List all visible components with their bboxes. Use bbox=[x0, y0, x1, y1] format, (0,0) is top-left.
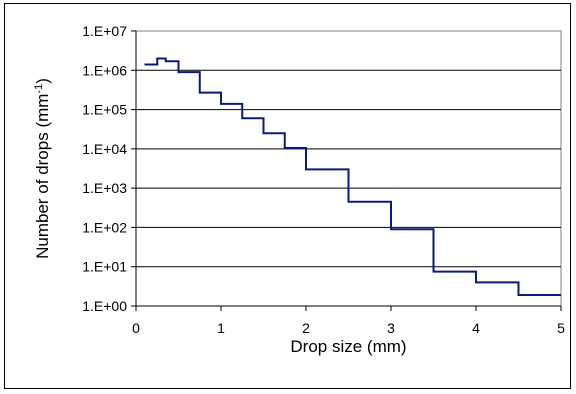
y-tick-label: 1.E+04 bbox=[82, 141, 127, 157]
x-tick-label: 5 bbox=[557, 320, 565, 336]
y-tick-label: 1.E+00 bbox=[82, 298, 127, 314]
x-axis-title: Drop size (mm) bbox=[290, 337, 406, 356]
chart-frame: 1.E+00 1.E+01 1.E+02 1.E+03 1.E+04 1.E+05 1.E+… bbox=[4, 3, 571, 389]
x-tick-label: 4 bbox=[472, 320, 480, 336]
x-tick-label: 3 bbox=[387, 320, 395, 336]
gridlines bbox=[136, 69, 561, 268]
y-tick-label: 1.E+07 bbox=[82, 23, 127, 39]
series-step-line bbox=[144, 57, 561, 297]
x-tick-label: 0 bbox=[132, 320, 140, 336]
y-tick-label: 1.E+05 bbox=[82, 102, 127, 118]
y-tick-label: 1.E+01 bbox=[82, 259, 127, 275]
x-tick-label: 1 bbox=[217, 320, 225, 336]
x-tick-labels: 0 1 2 3 4 5 bbox=[132, 320, 565, 336]
axes bbox=[131, 30, 562, 311]
y-tick-label: 1.E+03 bbox=[82, 180, 127, 196]
y-tick-label: 1.E+06 bbox=[82, 62, 127, 78]
y-tick-label: 1.E+02 bbox=[82, 219, 127, 235]
y-tick-labels: 1.E+00 1.E+01 1.E+02 1.E+03 1.E+04 1.E+05 1.E+… bbox=[82, 23, 127, 314]
y-axis-title: Number of drops (mm-1) bbox=[33, 78, 52, 259]
x-tick-label: 2 bbox=[302, 320, 310, 336]
chart-svg: 1.E+00 1.E+01 1.E+02 1.E+03 1.E+04 1.E+05 1.E+… bbox=[33, 23, 565, 356]
